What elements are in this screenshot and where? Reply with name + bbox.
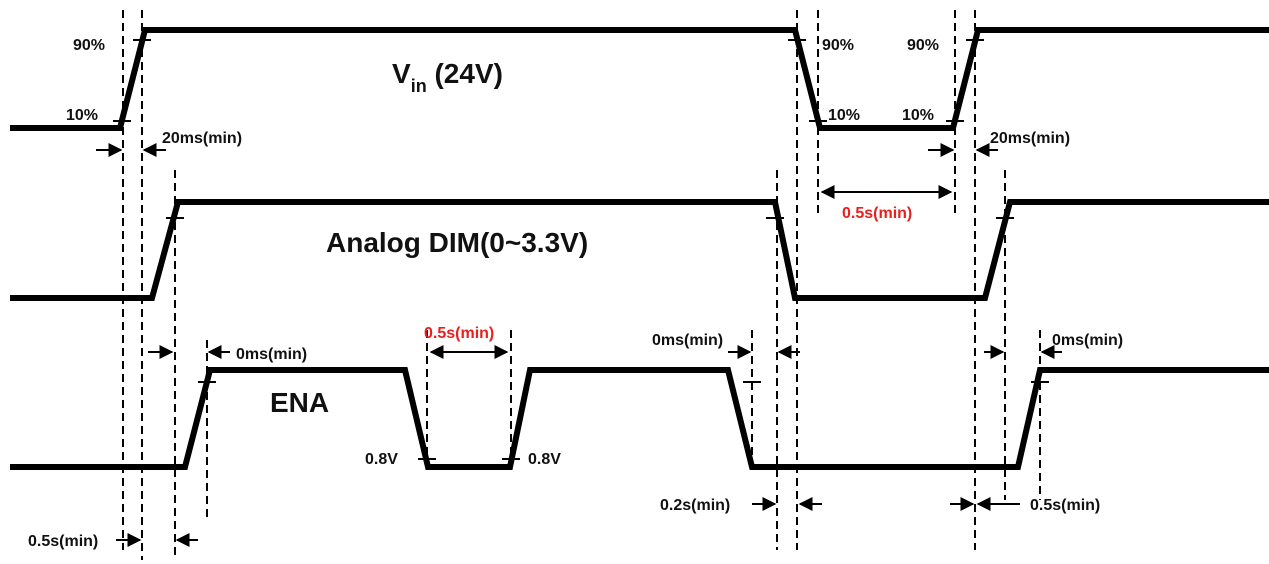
timing-arrows xyxy=(96,143,1062,547)
label-05s-ena-off: 0.5s(min) xyxy=(424,325,494,342)
vin-signal-label: Vin (24V) xyxy=(392,58,503,96)
label-20ms-right: 20ms(min) xyxy=(990,130,1070,147)
level-ticks xyxy=(113,39,1049,460)
label-10pct-right: 10% xyxy=(902,107,934,124)
analog-dim-waveform xyxy=(10,199,1269,301)
label-90pct-left: 90% xyxy=(73,37,105,54)
ena-signal-label: ENA xyxy=(270,387,329,418)
label-10pct-left: 10% xyxy=(66,107,98,124)
label-0ms-left: 0ms(min) xyxy=(236,346,307,363)
label-08v-right: 0.8V xyxy=(528,451,561,468)
label-0ms-right: 0ms(min) xyxy=(1052,332,1123,349)
label-0ms-mid: 0ms(min) xyxy=(652,332,723,349)
label-90pct-mid: 90% xyxy=(822,37,854,54)
label-02s: 0.2s(min) xyxy=(660,497,730,514)
label-05s-left: 0.5s(min) xyxy=(28,533,98,550)
label-90pct-right: 90% xyxy=(907,37,939,54)
label-20ms-left: 20ms(min) xyxy=(162,130,242,147)
analog-dim-signal-label: Analog DIM(0~3.3V) xyxy=(326,227,588,258)
label-05s-vin-off: 0.5s(min) xyxy=(842,205,912,222)
vin-waveform xyxy=(10,27,1269,131)
label-08v-left: 0.8V xyxy=(365,451,398,468)
dashed-guides xyxy=(122,10,1041,560)
label-05s-right: 0.5s(min) xyxy=(1030,497,1100,514)
ena-waveform xyxy=(10,367,1269,470)
label-10pct-mid: 10% xyxy=(828,107,860,124)
